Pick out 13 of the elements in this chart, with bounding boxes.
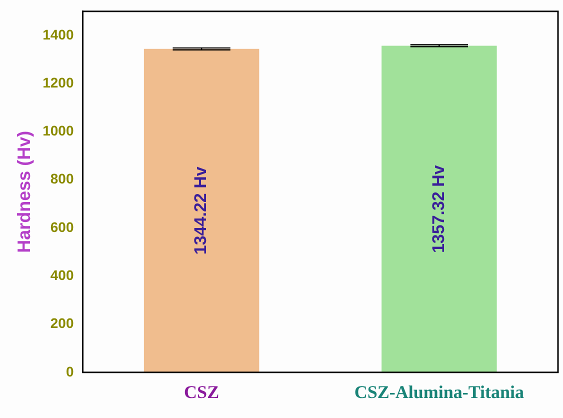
y-tick-label: 1000 xyxy=(42,122,74,139)
y-tick-label: 400 xyxy=(50,266,74,283)
x-tick-label: CSZ-Alumina-Titania xyxy=(354,382,524,402)
y-tick-label: 600 xyxy=(50,218,74,235)
y-tick-label: 1200 xyxy=(42,74,74,90)
y-tick-label: 800 xyxy=(50,170,74,187)
data-label: 1344.22 Hv xyxy=(191,166,210,255)
y-tick-label: 0 xyxy=(66,363,74,380)
data-label: 1357.32 Hv xyxy=(428,164,448,254)
y-tick-label: 200 xyxy=(50,315,74,332)
y-axis-title: Hardness (Hv) xyxy=(14,130,34,253)
y-tick-label: 1400 xyxy=(42,26,74,42)
x-tick-label: CSZ xyxy=(184,382,220,402)
